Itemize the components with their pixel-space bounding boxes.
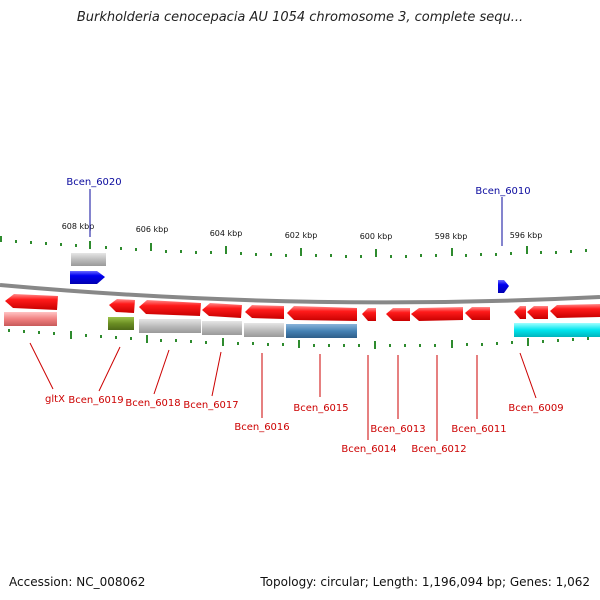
forward-gene-arrow[interactable] <box>70 271 105 284</box>
forward-gene-arrow[interactable] <box>498 280 509 293</box>
gene-label-bcen-6018[interactable]: Bcen_6018 <box>125 398 180 409</box>
map-title: Burkholderia cenocepacia AU 1054 chromos… <box>76 10 524 25</box>
tick-label: 600 kbp <box>360 232 393 241</box>
cyan-feature-block[interactable] <box>514 323 600 337</box>
feature-track <box>4 312 600 338</box>
outer-tick-row <box>0 236 587 258</box>
gene-label-bcen-6017[interactable]: Bcen_6017 <box>183 400 238 411</box>
gene-label-bcen-6019[interactable]: Bcen_6019 <box>68 395 123 406</box>
gene-label-bcen-6020[interactable]: Bcen_6020 <box>66 177 121 188</box>
reverse-gene-arrow[interactable] <box>514 306 526 319</box>
gene-label-bcen-6010[interactable]: Bcen_6010 <box>475 186 530 197</box>
tick-label: 606 kbp <box>136 225 169 234</box>
gray-feature-block[interactable] <box>139 319 201 333</box>
accession-text: Accession: NC_008062 <box>9 575 146 589</box>
gene-label-bcen-6016[interactable]: Bcen_6016 <box>234 422 289 433</box>
reverse-gene-arrow[interactable] <box>527 306 548 319</box>
gene-label-bcen-6012[interactable]: Bcen_6012 <box>411 444 466 455</box>
leader-line <box>519 352 537 399</box>
steelblue-feature-block[interactable] <box>286 324 357 338</box>
reverse-gene-arrow[interactable] <box>386 308 410 321</box>
rna-feature-block[interactable] <box>4 312 57 326</box>
gray-feature-block[interactable] <box>202 321 242 335</box>
reverse-gene-arrow[interactable] <box>465 307 490 320</box>
tick-label: 608 kbp <box>62 222 95 231</box>
tick-label: 604 kbp <box>210 229 243 238</box>
chromosome-backbone <box>0 283 600 305</box>
reverse-gene-arrow[interactable] <box>245 305 284 319</box>
gene-label-bcen-6015[interactable]: Bcen_6015 <box>293 403 348 414</box>
tick-label: 598 kbp <box>435 232 468 241</box>
reverse-gene-arrow[interactable] <box>139 300 201 316</box>
reverse-gene-arrow[interactable] <box>362 308 376 321</box>
topology-text: Topology: circular; Length: 1,196,094 bp… <box>260 575 590 589</box>
gene-label-gltx[interactable]: gltX <box>45 394 65 405</box>
reverse-gene-arrow[interactable] <box>109 299 135 313</box>
gene-label-bcen-6009[interactable]: Bcen_6009 <box>508 403 563 414</box>
reverse-gene-row <box>5 294 600 321</box>
inner-tick-row <box>8 329 589 349</box>
gray-feature-block[interactable] <box>71 253 106 266</box>
leader-line <box>29 342 54 390</box>
leader-line <box>153 349 170 395</box>
gray-feature-block[interactable] <box>244 323 284 337</box>
tick-label: 596 kbp <box>510 231 543 240</box>
tick-label: 602 kbp <box>285 231 318 240</box>
reverse-gene-arrow[interactable] <box>5 294 58 310</box>
gene-label-bcen-6014[interactable]: Bcen_6014 <box>341 444 396 455</box>
leader-line <box>98 346 121 392</box>
reverse-gene-arrow[interactable] <box>202 303 242 318</box>
gene-label-bcen-6013[interactable]: Bcen_6013 <box>370 424 425 435</box>
reverse-gene-arrow[interactable] <box>287 306 357 321</box>
gene-label-bcen-6011[interactable]: Bcen_6011 <box>451 424 506 435</box>
reverse-gene-arrow[interactable] <box>550 304 600 318</box>
reverse-gene-arrow[interactable] <box>411 307 463 321</box>
leader-line <box>211 351 222 397</box>
olive-feature-block[interactable] <box>108 317 134 330</box>
